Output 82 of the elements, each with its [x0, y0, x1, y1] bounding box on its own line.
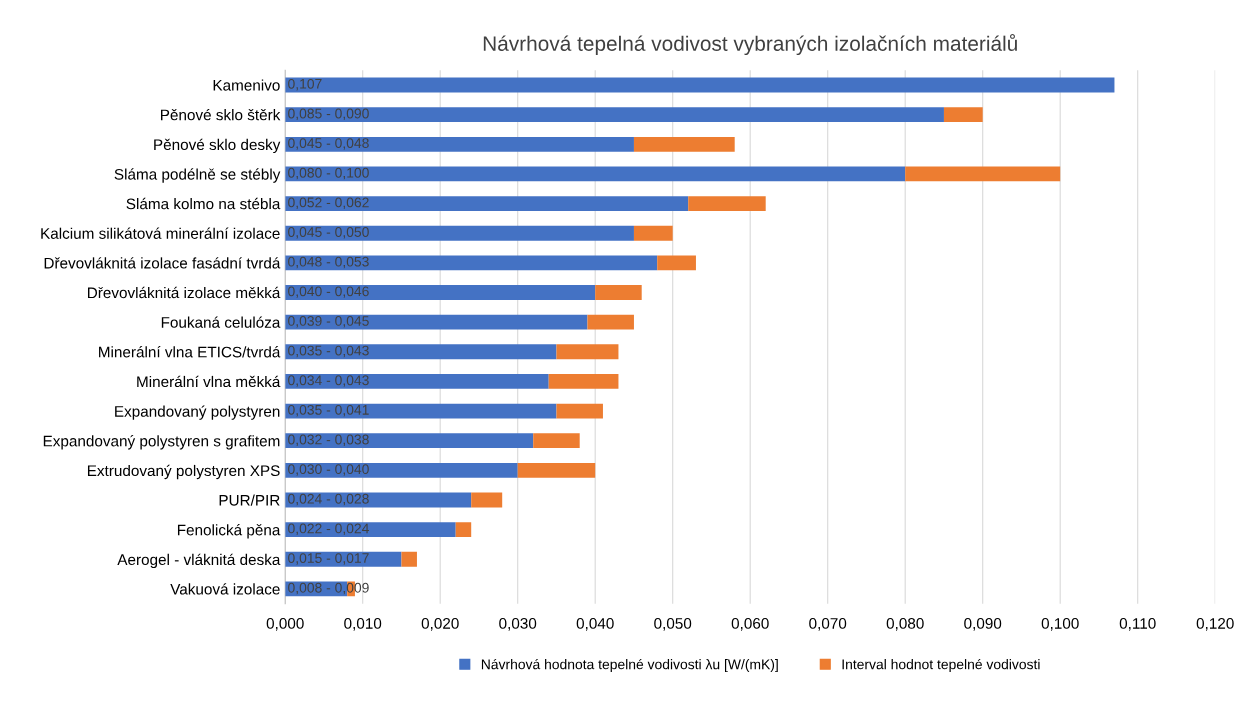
data-label: 0,040 - 0,046: [288, 286, 369, 298]
legend-label: Návrhová hodnota tepelné vodivosti λu [W/(mK)]: [481, 658, 778, 673]
data-label: 0,022 - 0,024: [288, 523, 369, 535]
x-tick-label: 0,090: [964, 618, 1002, 631]
data-label: 0,039 - 0,045: [288, 316, 369, 328]
y-tick-label: Expandovaný polystyren: [115, 405, 280, 420]
bar: [285, 285, 596, 300]
bar: [285, 255, 658, 271]
x-tick-label: 0,050: [654, 618, 692, 631]
bar: [285, 136, 634, 152]
chart-title: Návrhová tepelná vodivost vybraných izolačních materiálů: [483, 33, 1017, 56]
bar: [455, 522, 472, 538]
x-tick-label: 0,070: [809, 618, 847, 631]
y-tick-label: Minerální vlna ETICS/tvrdá: [99, 346, 281, 358]
data-label: 0,024 - 0,028: [288, 493, 369, 506]
x-tick-label: 0,080: [886, 618, 924, 631]
bar: [285, 196, 689, 211]
data-label: 0,052 - 0,062: [288, 197, 369, 209]
data-label: 0,045 - 0,050: [288, 227, 369, 239]
data-label: 0,080 - 0,100: [288, 167, 369, 180]
data-label: 0,085 - 0,090: [288, 108, 369, 121]
legend-label: Interval hodnot tepelné vodivosti: [842, 658, 1040, 673]
bar: [285, 344, 557, 360]
data-label: 0,048 - 0,053: [288, 256, 369, 269]
data-label: 0,015 - 0,017: [288, 553, 369, 565]
y-tick-label: PUR/PIR: [219, 494, 280, 506]
bar: [285, 462, 518, 478]
x-tick-label: 0,020: [421, 618, 459, 631]
data-label: 0,035 - 0,041: [288, 404, 369, 417]
bar: [657, 255, 696, 271]
bar: [471, 492, 503, 508]
x-tick-label: 0,040: [576, 618, 614, 631]
y-tick-label: Pěnové sklo desky: [154, 138, 281, 154]
x-tick-label: 0,110: [1119, 618, 1156, 631]
y-tick-label: Extrudovaný polystyren XPS: [87, 464, 280, 480]
bar: [285, 77, 1115, 93]
bar: [688, 196, 766, 211]
y-tick-label: Vakuová izolace: [170, 583, 280, 595]
x-tick-label: 0,010: [344, 618, 382, 631]
y-tick-label: Pěnové sklo štěrk: [161, 108, 281, 121]
x-tick-label: 0,030: [499, 618, 537, 631]
y-tick-label: Dřevovláknitá izolace fasádní tvrdá: [44, 257, 281, 269]
bar: [943, 107, 983, 123]
bar: [548, 374, 619, 389]
x-tick-label: 0,060: [731, 618, 769, 631]
data-label: 0,034 - 0,043: [288, 375, 369, 387]
bar: [401, 551, 417, 567]
bar: [556, 403, 603, 419]
bar: [905, 166, 1061, 182]
y-tick-label: Minerální vlna měkká: [137, 375, 281, 388]
bar: [556, 344, 619, 360]
x-tick-label: 0,100: [1041, 618, 1079, 631]
data-label: 0,032 - 0,038: [288, 434, 369, 447]
data-label: 0,030 - 0,040: [288, 464, 369, 476]
bar: [285, 225, 634, 241]
bar: [595, 285, 642, 300]
bar: [633, 136, 735, 152]
y-tick-label: Kamenivo: [213, 79, 280, 91]
bar: [587, 314, 634, 330]
y-tick-label: Sláma podélně se stébly: [114, 168, 281, 183]
bar: [517, 462, 596, 478]
data-label: 0,008 - 0,009: [288, 582, 369, 595]
bar: [285, 522, 456, 538]
y-tick-label: Aerogel - vláknitá deska: [117, 553, 281, 569]
y-tick-label: Expandovaný polystyren s grafitem: [43, 435, 280, 450]
y-tick-label: Sláma kolmo na stébla: [126, 197, 281, 210]
x-tick-label: 0,000: [266, 618, 304, 631]
bar: [285, 433, 534, 449]
data-label: 0,107: [288, 78, 322, 91]
bar: [285, 314, 588, 330]
y-tick-label: Foukaná celulóza: [161, 316, 281, 328]
bar: [285, 166, 906, 182]
x-tick-label: 0,120: [1196, 618, 1234, 631]
bar: [285, 107, 944, 123]
y-tick-label: Fenolická pěna: [177, 523, 281, 539]
data-label: 0,035 - 0,043: [288, 345, 369, 358]
data-label: 0,045 - 0,048: [288, 138, 369, 150]
bar: [285, 374, 549, 389]
y-tick-label: Kalcium silikátová minerální izolace: [41, 227, 280, 239]
bar: [533, 433, 580, 449]
y-tick-label: Dřevovláknitá izolace měkká: [88, 286, 281, 299]
bar: [633, 225, 673, 241]
